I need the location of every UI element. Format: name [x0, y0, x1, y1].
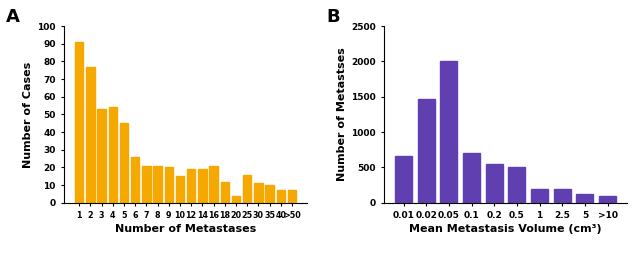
Bar — [395, 156, 412, 203]
Bar — [531, 189, 548, 203]
Bar — [463, 153, 480, 203]
Bar — [254, 183, 262, 203]
Bar — [97, 109, 106, 203]
Bar — [232, 196, 240, 203]
Bar — [187, 169, 195, 203]
Bar — [109, 107, 117, 203]
Bar — [86, 67, 95, 203]
Bar — [164, 167, 173, 203]
Text: B: B — [326, 8, 340, 26]
Bar — [508, 167, 525, 203]
Bar — [198, 169, 207, 203]
Bar — [599, 196, 616, 203]
Bar — [209, 166, 218, 203]
Y-axis label: Number of Metastses: Number of Metastses — [337, 48, 347, 181]
Bar — [486, 164, 503, 203]
Bar — [440, 61, 458, 203]
Bar — [142, 166, 150, 203]
Bar — [154, 166, 162, 203]
Bar — [176, 176, 184, 203]
X-axis label: Number of Metastases: Number of Metastases — [115, 224, 256, 234]
Bar — [120, 123, 128, 203]
Text: A: A — [6, 8, 20, 26]
Bar — [221, 181, 229, 203]
Bar — [266, 185, 274, 203]
X-axis label: Mean Metastasis Volume (cm³): Mean Metastasis Volume (cm³) — [410, 224, 602, 234]
Bar — [276, 190, 285, 203]
Bar — [418, 99, 435, 203]
Y-axis label: Number of Cases: Number of Cases — [23, 61, 33, 167]
Bar — [288, 190, 296, 203]
Bar — [577, 194, 593, 203]
Bar — [75, 42, 83, 203]
Bar — [131, 157, 140, 203]
Bar — [243, 174, 252, 203]
Bar — [554, 189, 571, 203]
